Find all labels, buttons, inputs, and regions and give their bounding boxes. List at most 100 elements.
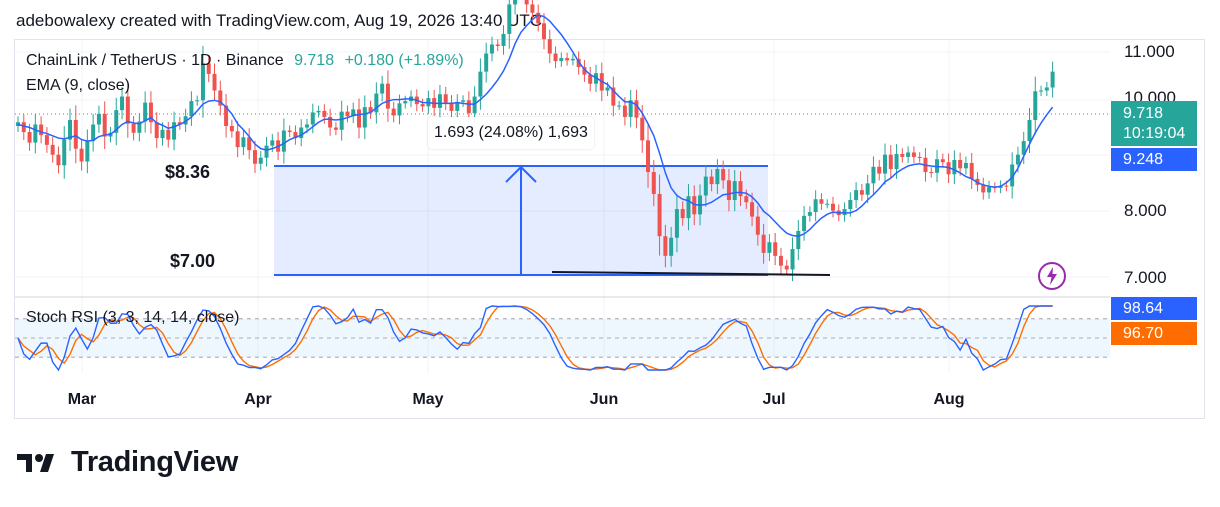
candle [397, 103, 402, 116]
candle [160, 129, 165, 139]
candle [588, 74, 593, 84]
candle [91, 124, 96, 142]
y-tick-7: 7.000 [1124, 268, 1167, 287]
range-arrow-head [505, 165, 537, 183]
tradingview-logo-icon [17, 453, 54, 472]
candle [437, 94, 442, 108]
candle [79, 148, 84, 162]
candle [137, 121, 142, 133]
candle [247, 137, 252, 151]
candle [744, 196, 749, 203]
candle [50, 144, 55, 155]
candle [252, 150, 257, 164]
lightning-bolt-icon[interactable] [1037, 261, 1067, 291]
candle [56, 154, 61, 166]
chart-legend-symbol[interactable]: ChainLink / TetherUS · 1D · Binance 9.71… [26, 52, 464, 70]
candle [553, 53, 558, 62]
candle [524, 0, 529, 5]
candle [854, 190, 859, 200]
candle [674, 209, 679, 238]
candle [773, 242, 778, 256]
candle [310, 112, 315, 125]
candle [120, 96, 125, 111]
candle [281, 130, 286, 152]
candle [1010, 164, 1015, 187]
symbol-name: ChainLink / TetherUS · 1D · Binance [26, 52, 284, 69]
candle [293, 132, 298, 139]
candle [605, 87, 610, 91]
candle [339, 111, 344, 130]
candle [212, 73, 217, 91]
candle [16, 122, 20, 126]
chart-frame [14, 39, 1205, 419]
price-change: +0.180 (+1.89%) [344, 52, 464, 69]
candle [669, 237, 674, 256]
candle [374, 93, 379, 113]
candle [455, 101, 460, 111]
candle [611, 87, 616, 106]
candle [33, 124, 38, 143]
candle [657, 193, 662, 237]
stoch-rsi-legend[interactable]: Stoch RSI (3, 3, 14, 14, close) [26, 309, 240, 326]
candle [963, 162, 968, 169]
annotation-high: $8.36 [165, 162, 211, 182]
candle [189, 101, 194, 117]
candle [85, 141, 90, 162]
candle [755, 216, 760, 235]
candle [651, 172, 656, 194]
candle [328, 116, 333, 128]
candle [871, 166, 876, 184]
candle [536, 12, 541, 24]
candle [900, 153, 905, 157]
price-range-label: 1.693 (24.08%) 1,693 [428, 117, 594, 149]
candle [929, 172, 934, 174]
candle [385, 83, 390, 109]
candle [357, 109, 362, 128]
candle [235, 131, 240, 148]
candle [39, 124, 44, 136]
candle [513, 0, 518, 5]
x-tick-apr: Apr [244, 391, 272, 408]
tradingview-logo[interactable]: TradingView [17, 446, 238, 479]
brand-name: TradingView [71, 446, 238, 478]
candle [484, 53, 489, 72]
candle [172, 122, 177, 140]
candle [351, 109, 356, 117]
candle [73, 119, 78, 149]
candle [316, 110, 321, 113]
candle [177, 122, 182, 125]
candle [940, 159, 945, 163]
candle [148, 102, 153, 123]
chart-legend-ema[interactable]: EMA (9, close) [26, 77, 131, 94]
candle [813, 199, 818, 213]
candle [1039, 90, 1044, 92]
price-badge: 9.718 10:19:04 [1111, 101, 1197, 146]
candle [663, 236, 668, 256]
candle [224, 105, 229, 126]
candle [380, 83, 385, 94]
candle [848, 199, 853, 210]
candle [362, 107, 367, 128]
candle [807, 212, 812, 216]
candle [721, 169, 726, 181]
candle [333, 127, 338, 130]
candle [778, 255, 783, 266]
y-tick-8: 8.000 [1124, 201, 1167, 220]
candle [715, 169, 720, 185]
candle [917, 156, 922, 158]
candle [206, 63, 211, 74]
price-badge-value: 9.718 [1123, 105, 1164, 122]
stoch-d-line [17, 305, 1053, 371]
candle [906, 152, 911, 157]
candle [472, 96, 477, 114]
candle [738, 181, 743, 197]
candle [888, 154, 893, 170]
candle [617, 105, 622, 107]
candle [114, 110, 119, 133]
candle [825, 203, 830, 205]
candle [784, 265, 789, 270]
support-trendline [551, 271, 831, 276]
candle [1044, 87, 1049, 91]
candle [489, 44, 494, 54]
